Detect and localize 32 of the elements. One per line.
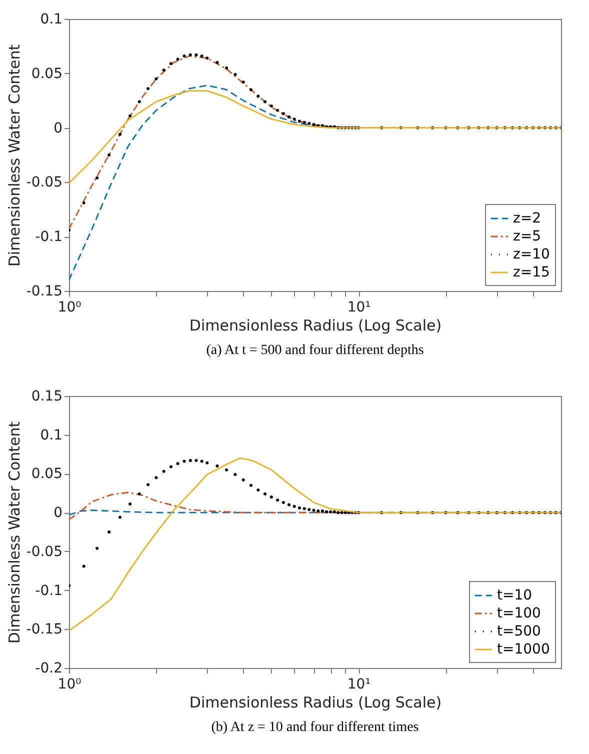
legend-label: z=10	[513, 246, 550, 262]
y-axis-title: Dimensionless Water Content	[5, 44, 24, 267]
legend-label: t=100	[497, 606, 541, 622]
x-tick-label: 10¹	[347, 300, 371, 316]
y-tick-label: 0.1	[40, 12, 62, 28]
y-tick-label: -0.05	[26, 544, 62, 560]
legend-label: z=2	[513, 210, 541, 226]
y-tick-label: -0.15	[26, 284, 62, 300]
legend-label: z=5	[513, 228, 541, 244]
y-tick-label: 0	[54, 120, 62, 136]
text: (a) At t = 500 and four different depths	[206, 343, 424, 358]
y-tick-label: 0.1	[40, 427, 62, 444]
y-tick-label: 0.05	[31, 66, 62, 82]
y-tick-label: 0.15	[31, 388, 62, 404]
y-tick-label: -0.15	[26, 622, 62, 638]
y-tick-label: -0.2	[35, 660, 62, 676]
legend-label: t=500	[497, 624, 541, 640]
y-axis-title: Dimensionless Water Content	[5, 421, 24, 644]
y-tick-label: -0.1	[35, 229, 62, 246]
x-tick-label: 10⁰	[58, 300, 82, 316]
legend-label: z=15	[513, 264, 550, 280]
x-axis-title: Dimensionless Radius (Log Scale)	[189, 694, 442, 712]
legend-label: t=1000	[497, 642, 550, 658]
x-tick-label: 10¹	[347, 676, 371, 692]
y-tick-label: -0.05	[26, 174, 62, 191]
y-tick-label: 0.05	[31, 466, 62, 482]
y-tick-label: -0.1	[35, 582, 62, 599]
x-axis-title: Dimensionless Radius (Log Scale)	[189, 316, 442, 334]
text: (b) At z = 10 and four different times	[211, 720, 419, 735]
y-tick-label: 0	[54, 505, 62, 522]
legend-label: t=10	[497, 588, 532, 604]
x-tick-label: 10⁰	[58, 676, 82, 692]
